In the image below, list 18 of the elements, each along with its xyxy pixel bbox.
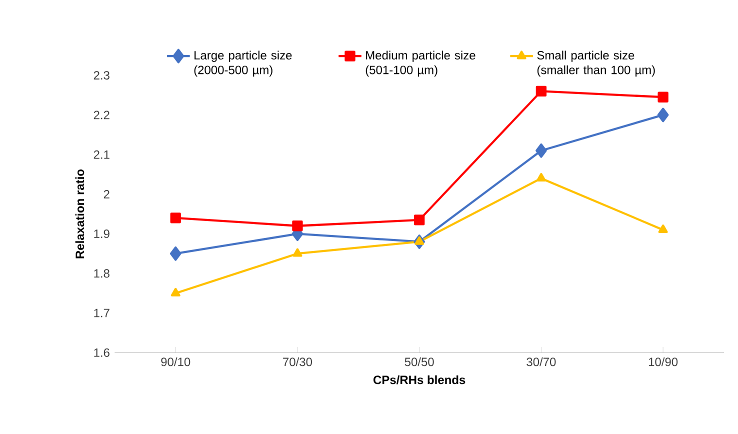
- y-tick-label: 2.1: [94, 150, 110, 159]
- y-tick-label: 2.3: [94, 71, 110, 80]
- x-tick-label: 70/30: [283, 357, 312, 366]
- y-tick-label: 1.6: [94, 348, 110, 357]
- legend-label: Large particle size (2000-500 µm): [194, 50, 292, 77]
- legend-label: Small particle size (smaller than 100 µm): [537, 50, 655, 77]
- x-tick-label: 10/90: [648, 357, 678, 366]
- y-tick-label: 1.7: [94, 308, 110, 318]
- y-tick-label: 2.2: [94, 110, 110, 120]
- y-axis-title: Relaxation ratio: [75, 169, 84, 258]
- x-tick-label: 30/70: [526, 357, 556, 366]
- y-tick-label: 1.8: [94, 269, 110, 278]
- x-tick-label: 90/10: [161, 357, 190, 366]
- y-tick-label: 1.9: [94, 230, 110, 238]
- x-axis-title: CPs/RHs blends: [373, 375, 466, 384]
- legend-label: Medium particle size (501-100 µm): [366, 50, 476, 77]
- y-tick-label: 2: [104, 190, 110, 198]
- x-tick-label: 50/50: [404, 357, 434, 366]
